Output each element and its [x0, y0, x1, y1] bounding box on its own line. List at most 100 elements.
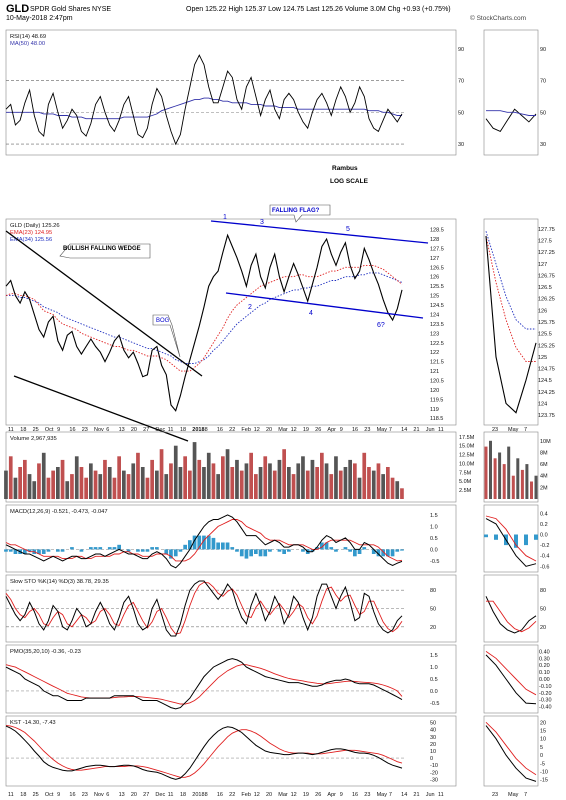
macd-histogram-bar [263, 549, 268, 557]
xaxis-tick-27: 9 [340, 427, 343, 433]
xaxis-tick-23: 12 [291, 427, 297, 433]
bottom-xaxis-tick-33: 21 [413, 792, 419, 798]
chart-date: 10-May-2018 2:47pm [6, 15, 73, 22]
kst-tick-5: 0 [430, 756, 433, 762]
volume-bar [155, 470, 159, 499]
volume-tick-2: 7.5M [459, 470, 472, 476]
price-legend-2: EMA(34) 125.56 [10, 237, 52, 243]
macd-histogram-bar [348, 549, 352, 552]
volume-bar [381, 474, 385, 499]
macd-histogram-bar [56, 549, 60, 552]
exchange: NYSE [92, 6, 111, 13]
bottom-xaxis-tick-13: 11 [168, 792, 174, 798]
price-inset-tick-1: 124 [538, 401, 547, 407]
macd-histogram-bar [136, 549, 140, 552]
inset-volume-bar [530, 481, 533, 499]
volume-bar [230, 467, 235, 499]
volume-bar [216, 474, 220, 499]
volume-bar [188, 470, 192, 499]
kst-inset-tick-7: -15 [540, 778, 548, 784]
macd-histogram-bar [390, 549, 395, 557]
kst-inset-tick-1: 15 [540, 728, 546, 734]
volume-bar [98, 474, 103, 499]
rsi-legend-0: RSI(14) 48.69 [10, 34, 46, 40]
macd-histogram-bar [334, 549, 338, 552]
wave-label-3: 3 [260, 219, 264, 226]
volume-bar [84, 477, 88, 499]
inset-macd-histogram-bar [494, 534, 498, 540]
inset-pmo-signal-line [485, 651, 537, 696]
macd-histogram-bar [315, 547, 319, 550]
bottom-xaxis-tick-3: Oct [45, 792, 54, 798]
volume-bar [315, 467, 319, 499]
flag-label: FALLING FLAG? [272, 208, 320, 214]
price-inset-tick-6: 125.25 [538, 343, 555, 349]
xaxis-tick-32: 14 [401, 427, 407, 433]
macd-histogram-bar [216, 542, 220, 550]
price-inset-tick-9: 126 [538, 308, 547, 314]
pmo-inset-tick-1: 0.30 [539, 656, 550, 662]
inset-macd-histogram-bar [524, 534, 528, 546]
macd-histogram-bar [357, 549, 362, 554]
macd-histogram-bar [376, 549, 381, 557]
volume-bar [244, 463, 249, 499]
volume-bar [93, 470, 98, 499]
macd-inset-tick-5: -0.6 [540, 564, 549, 570]
sto-inset-tick-2: 80 [540, 588, 546, 594]
volume-bar [46, 477, 51, 499]
inset-macd-histogram-bar [484, 534, 488, 538]
macd-histogram-bar [254, 549, 258, 554]
price-tick-4: 120.5 [430, 378, 444, 384]
macd-histogram-bar [287, 549, 291, 552]
bottom-xaxis-tick-15: 2018 [192, 792, 204, 798]
panel-frame-6 [5, 715, 457, 787]
macd-tick-0: 1.5 [430, 513, 438, 519]
volume-inset-tick-1: 4M [540, 474, 548, 480]
inset-ema34-line [485, 231, 536, 330]
volume-bar [320, 452, 324, 499]
bottom-xaxis-tick-14: 18 [180, 792, 186, 798]
bottom-xaxis-tick-10: 20 [131, 792, 137, 798]
inset-volume-bar [534, 475, 538, 499]
volume-bar [173, 445, 178, 499]
wedge-label: BULLISH FALLING WEDGE [63, 246, 141, 252]
rsi-inset-tick-0: 30 [540, 142, 546, 148]
xaxis-tick-13: 11 [168, 427, 174, 433]
volume-bar [32, 481, 37, 499]
inset-ema23-line [485, 235, 536, 362]
pmo-tick-1: 1.0 [430, 665, 438, 671]
volume-bar [103, 459, 107, 499]
volume-bar [8, 456, 13, 499]
bottom-inset-xaxis-tick-1: May [508, 792, 519, 798]
macd-histogram-bar [8, 549, 13, 552]
wave-label-2: 2 [248, 304, 252, 311]
pmo-inset-tick-4: 0.00 [539, 677, 550, 683]
volume-bar [268, 463, 272, 499]
volume-bar [400, 488, 404, 499]
volume-bar [51, 470, 55, 499]
kst-inset-tick-0: 20 [540, 720, 546, 726]
price-inset-tick-2: 124.25 [538, 390, 555, 396]
macd-histogram-bar [400, 549, 404, 551]
xaxis-tick-3: Oct [45, 427, 54, 433]
macd-histogram-bar [112, 547, 117, 550]
panel-frame-2 [5, 431, 457, 503]
xaxis-tick-33: 21 [413, 427, 419, 433]
price-inset-tick-3: 124.5 [538, 378, 552, 384]
macd-histogram-bar [301, 549, 305, 552]
price-tick-11: 124 [430, 312, 439, 318]
macd-histogram-bar [329, 547, 334, 550]
panel-frame-5 [5, 644, 457, 714]
copyright: © StockCharts.com [470, 14, 526, 22]
xaxis-tick-18: 22 [229, 427, 235, 433]
volume-bar [159, 449, 164, 499]
bottom-xaxis-tick-27: 9 [340, 792, 343, 798]
pmo-line [5, 658, 403, 710]
price-line [5, 233, 403, 412]
price-tick-15: 126 [430, 275, 439, 281]
volume-inset-tick-3: 8M [540, 450, 548, 456]
bottom-xaxis-tick-0: 11 [8, 792, 14, 798]
macd-inset-tick-4: -0.4 [540, 554, 549, 560]
volume-bar [277, 459, 282, 499]
